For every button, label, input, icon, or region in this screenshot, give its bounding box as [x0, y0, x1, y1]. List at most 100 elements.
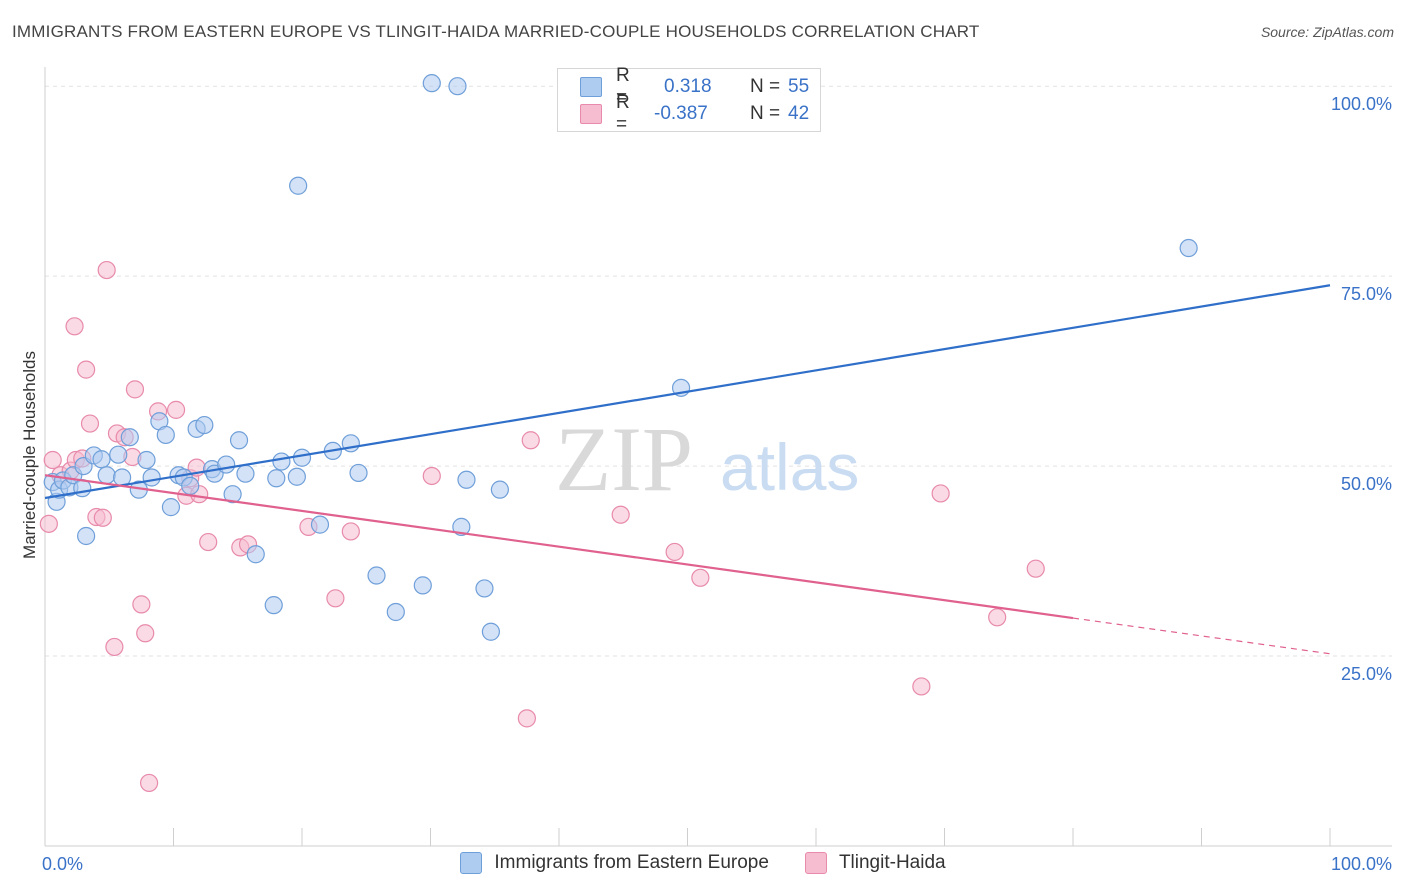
point-pink-17 [132, 595, 151, 614]
point-pink-0 [39, 514, 58, 533]
point-pink-11 [97, 260, 116, 280]
point-blue-14 [120, 428, 139, 447]
y-tick-label-1: 75.0% [1341, 284, 1392, 304]
point-blue-45 [448, 77, 467, 96]
point-blue-33 [264, 596, 283, 615]
point-blue-46 [452, 517, 471, 536]
point-blue-47 [457, 470, 476, 489]
point-blue-50 [490, 480, 509, 499]
x-tick-label-max: 100.0% [1331, 854, 1392, 874]
point-pink-10 [93, 508, 112, 527]
point-blue-23 [181, 476, 200, 495]
pink-swatch [580, 104, 602, 124]
point-blue-42 [367, 566, 386, 585]
point-blue-11 [97, 466, 116, 485]
chart-title: IMMIGRANTS FROM EASTERN EUROPE VS TLINGI… [12, 22, 980, 41]
x-tick-label-min: 0.0% [42, 854, 83, 874]
axes [44, 67, 1392, 847]
trend-line-blue [44, 284, 1331, 500]
point-blue-48 [475, 579, 494, 598]
point-blue-44 [413, 576, 432, 595]
n-label: N = [750, 103, 781, 124]
point-pink-40 [1026, 559, 1045, 578]
watermark: ZIP atlas [555, 408, 859, 510]
point-pink-36 [691, 568, 710, 587]
point-pink-12 [105, 637, 124, 657]
point-pink-34 [611, 505, 630, 524]
trend-line-pink [44, 474, 1074, 620]
point-blue-54 [1179, 238, 1198, 258]
correlation-legend: R = 0.318 N = 55 R = -0.387 N = 42 [557, 65, 821, 135]
n-value: 42 [788, 103, 810, 124]
n-value: 55 [788, 76, 810, 97]
y-tick-label-2: 50.0% [1341, 474, 1392, 494]
trend-line-pink-extension [1072, 617, 1331, 655]
point-pink-31 [422, 466, 441, 486]
tick-labels: 100.0% 75.0% 50.0% 25.0% 0.0% 100.0% [42, 94, 1392, 874]
pink-swatch [804, 852, 827, 874]
point-pink-30 [341, 522, 360, 541]
point-blue-37 [292, 448, 312, 467]
point-blue-41 [349, 463, 368, 483]
point-pink-18 [136, 624, 155, 643]
point-blue-31 [236, 464, 255, 483]
point-pink-19 [139, 773, 159, 793]
point-blue-43 [386, 602, 405, 622]
series-tlingit-haida [39, 260, 1045, 793]
point-pink-1 [43, 450, 62, 470]
series-legend: Immigrants from Eastern Europe Tlingit-H… [0, 852, 1406, 874]
point-blue-25 [195, 415, 214, 435]
point-blue-29 [223, 485, 242, 504]
legend-label: Tlingit-Haida [838, 852, 946, 873]
point-blue-8 [77, 526, 96, 546]
point-blue-38 [310, 515, 330, 534]
trend-lines [44, 284, 1331, 655]
point-pink-25 [199, 532, 218, 552]
point-blue-16 [137, 450, 156, 470]
n-label: N = [750, 76, 781, 97]
point-blue-53 [422, 74, 441, 93]
point-pink-37 [912, 677, 931, 696]
watermark-atlas: atlas [720, 430, 859, 504]
r-label: R = [616, 65, 630, 108]
point-pink-29 [326, 589, 345, 608]
legend-item-eastern-europe[interactable]: Immigrants from Eastern Europe [460, 852, 769, 874]
point-blue-10 [92, 450, 111, 469]
point-blue-36 [287, 467, 306, 486]
watermark-zip: ZIP [555, 408, 693, 510]
point-blue-35 [272, 452, 291, 471]
point-blue-28 [217, 455, 236, 474]
point-blue-12 [109, 445, 128, 464]
point-pink-16 [125, 380, 145, 399]
source-label: Source: ZipAtlas.com [1260, 24, 1394, 40]
point-blue-19 [156, 425, 175, 445]
point-pink-21 [166, 400, 186, 419]
point-blue-32 [246, 545, 265, 564]
point-pink-33 [521, 431, 540, 450]
point-pink-8 [80, 414, 100, 433]
grid-lines [45, 85, 1392, 657]
y-tick-label-0: 100.0% [1331, 94, 1392, 114]
legend-row-blue: R = 0.318 N = 55 [580, 65, 810, 108]
r-value: -0.387 [654, 103, 708, 124]
legend-row-pink: R = -0.387 N = 42 [580, 92, 810, 135]
point-pink-32 [517, 709, 536, 728]
r-label: R = [616, 92, 630, 135]
point-blue-30 [229, 431, 249, 450]
point-blue-20 [161, 498, 181, 517]
r-value: 0.318 [664, 76, 712, 97]
legend-label: Immigrants from Eastern Europe [494, 852, 769, 873]
point-pink-39 [988, 608, 1007, 627]
point-blue-52 [289, 176, 308, 195]
legend-item-tlingit-haida[interactable]: Tlingit-Haida [804, 852, 946, 874]
point-pink-38 [931, 484, 950, 503]
point-blue-34 [267, 469, 286, 488]
point-blue-49 [481, 622, 500, 641]
point-pink-7 [77, 360, 96, 379]
y-tick-label-3: 25.0% [1341, 664, 1392, 684]
blue-swatch [580, 77, 602, 97]
point-pink-35 [665, 542, 684, 562]
point-pink-5 [65, 317, 84, 336]
blue-swatch [460, 852, 483, 874]
